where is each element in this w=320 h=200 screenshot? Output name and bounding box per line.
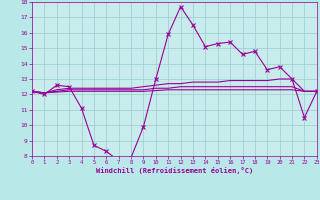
X-axis label: Windchill (Refroidissement éolien,°C): Windchill (Refroidissement éolien,°C) [96,167,253,174]
